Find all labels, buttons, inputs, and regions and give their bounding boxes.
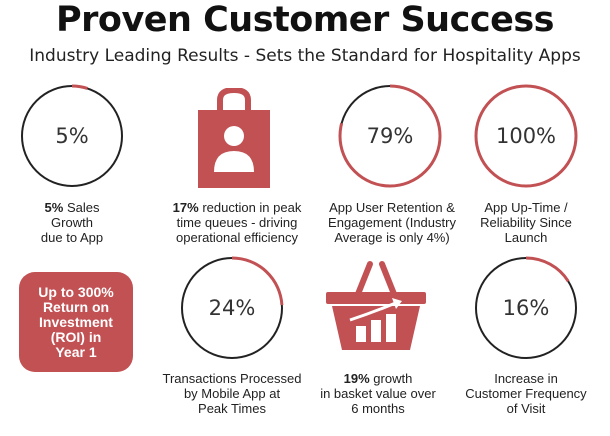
transactions-caption: Transactions Processed by Mobile App at … (157, 371, 307, 416)
roi-line2: Return on (42, 298, 110, 315)
sales-growth-caption: 5% Sales Growth due to App (14, 200, 130, 245)
uptime-line2: Reliability Since (480, 215, 572, 230)
ring-progress-arc (338, 84, 442, 188)
queue-reduction-line2: time queues - driving (176, 215, 298, 230)
transactions-ring: 24% (180, 256, 284, 360)
progress-ring-svg (180, 256, 284, 360)
transactions-line1: Transactions Processed (162, 371, 302, 386)
page-title: Proven Customer Success (56, 0, 555, 40)
progress-ring-svg (338, 84, 442, 188)
queue-reduction-bold: 17% (172, 200, 199, 215)
basket-growth-chart-icon (326, 261, 426, 350)
retention-line2: Engagement (Industry (328, 215, 456, 230)
sales-growth-ring: 5% (20, 84, 124, 188)
queue-reduction-line1: reduction in peak (198, 200, 302, 215)
frequency-line3: of Visit (506, 401, 546, 416)
uptime-line3: Launch (504, 230, 548, 245)
transactions-value: 24% (208, 296, 256, 320)
basket-growth-line1: growth (369, 371, 413, 386)
sales-growth-line2: Growth (51, 215, 93, 230)
frequency-ring: 16% (474, 256, 578, 360)
frequency-line1: Increase in (494, 371, 558, 386)
frequency-caption: Increase in Customer Frequency of Visit (461, 371, 591, 416)
roi-badge: Up to 300% Return on Investment (ROI) in… (19, 272, 133, 372)
progress-ring-svg (20, 84, 124, 188)
basket-growth-bold: 19% (343, 371, 370, 386)
transactions-line3: Peak Times (198, 401, 266, 416)
retention-line3: Average is only 4%) (334, 230, 450, 245)
transactions-line2: by Mobile App at (183, 386, 281, 401)
sales-growth-line3: due to App (40, 230, 104, 245)
shopping-bag-person-icon (198, 88, 270, 188)
ring-progress-arc (474, 84, 578, 188)
roi-line4: (ROI) in (50, 328, 102, 345)
sales-growth-bold: 5% (44, 200, 64, 215)
uptime-value: 100% (495, 124, 557, 148)
page-subtitle: Industry Leading Results - Sets the Stan… (29, 46, 581, 66)
queue-reduction-caption: 17% reduction in peak time queues - driv… (157, 200, 317, 245)
queue-reduction-line3: operational efficiency (176, 230, 298, 245)
roi-line5: Year 1 (55, 343, 97, 360)
retention-value: 79% (366, 124, 414, 148)
frequency-value: 16% (502, 296, 550, 320)
retention-caption: App User Retention & Engagement (Industr… (322, 200, 462, 245)
retention-line1: App User Retention & (329, 200, 455, 215)
roi-line3: Investment (39, 313, 113, 330)
progress-ring-svg (474, 256, 578, 360)
sales-growth-value: 5% (55, 124, 89, 148)
basket-growth-line2: in basket value over (320, 386, 436, 401)
basket-growth-caption: 19% growth in basket value over 6 months (318, 371, 438, 416)
ring-progress-arc (474, 256, 578, 360)
basket-growth-line3: 6 months (351, 401, 405, 416)
uptime-caption: App Up-Time / Reliability Since Launch (466, 200, 586, 245)
frequency-line2: Customer Frequency (465, 386, 587, 401)
ring-progress-arc (180, 256, 284, 360)
uptime-ring: 100% (474, 84, 578, 188)
progress-ring-svg (474, 84, 578, 188)
sales-growth-line1: Sales (63, 200, 100, 215)
ring-progress-arc (20, 84, 124, 188)
uptime-line1: App Up-Time / (484, 200, 568, 215)
retention-ring: 79% (338, 84, 442, 188)
roi-line1: Up to 300% (38, 283, 114, 300)
